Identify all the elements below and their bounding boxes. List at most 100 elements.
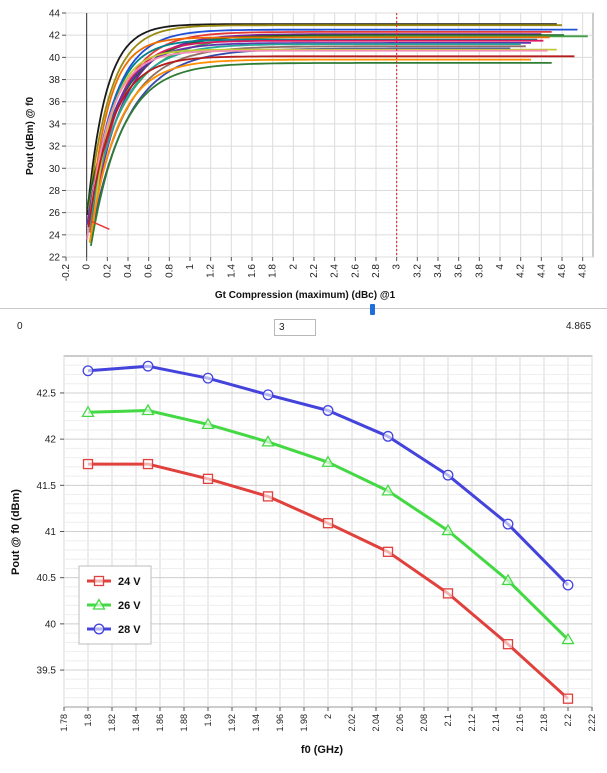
gt-compression-chart: -0.2 0 0.2 0.4 0.6 0.8 1 1.2 1.4 1.6 1.8 2 2.2 2.4 2.6… xyxy=(25,9,594,300)
bottom-data-point xyxy=(562,579,574,591)
top-series-line xyxy=(90,62,552,247)
bottom-x-tick-label: 1.88 xyxy=(179,714,189,732)
bottom-y-tick-label: 42 xyxy=(45,435,57,446)
bottom-x-tick-label: 2.06 xyxy=(395,714,405,732)
top-x-tick-label: 4.2 xyxy=(516,264,527,278)
bottom-data-point xyxy=(262,491,274,502)
bottom-x-tick-label: 2.14 xyxy=(491,714,501,732)
bottom-x-tick-label: 1.78 xyxy=(59,714,69,732)
top-x-tick-label: 4.4 xyxy=(536,264,547,278)
legend-label: 24 V xyxy=(118,576,141,588)
bottom-y-tick-label: 42.5 xyxy=(37,388,57,399)
bottom-data-point xyxy=(441,523,455,536)
top-x-tick-label: 1.8 xyxy=(268,264,279,278)
top-y-tick-label: 34 xyxy=(49,119,61,130)
bottom-data-point xyxy=(261,435,275,447)
bottom-x-tick-label: 2 xyxy=(323,714,333,719)
top-series-line xyxy=(87,55,575,228)
bottom-data-point xyxy=(321,455,335,467)
bottom-x-tick-label: 1.82 xyxy=(107,714,117,732)
bottom-x-tick-label: 2.12 xyxy=(467,714,477,732)
bottom-data-point xyxy=(142,458,154,470)
bottom-x-tick-label: 1.84 xyxy=(131,714,141,732)
top-x-tick-label: 1.4 xyxy=(226,264,237,278)
pout-vs-frequency-chart: 1.78 1.8 1.82 1.84 1.86 1.88 1.9 1.92 1.94 1.96 1.… xyxy=(10,355,597,756)
bottom-y-tick-label: 40.5 xyxy=(37,573,57,584)
top-x-tick-label: 0.4 xyxy=(123,264,134,278)
bottom-x-tick-label: 1.8 xyxy=(83,714,93,727)
top-x-tick-label: 1 xyxy=(185,264,196,270)
slider-min-label: 0 xyxy=(17,321,23,332)
bottom-x-tick-label: 2.04 xyxy=(371,714,381,732)
top-series-line xyxy=(86,49,548,240)
top-x-tick-label: 2.4 xyxy=(330,264,341,278)
bottom-data-point xyxy=(142,360,154,372)
top-plot-area xyxy=(65,12,594,258)
top-x-tick-label: 3.6 xyxy=(454,264,465,278)
bottom-data-point xyxy=(201,417,215,430)
top-series-line xyxy=(87,43,521,231)
top-y-tick-label: 42 xyxy=(49,31,61,42)
top-series-line xyxy=(88,36,550,226)
slider-track[interactable] xyxy=(0,308,607,309)
bottom-x-tick-label: 1.96 xyxy=(275,714,285,732)
top-x-tick-label: 3.8 xyxy=(474,264,485,278)
top-x-tick-label: 2 xyxy=(288,264,299,270)
top-x-tick-label: 0.8 xyxy=(164,264,175,278)
bottom-data-point xyxy=(202,372,214,384)
top-series-line xyxy=(87,24,562,211)
top-x-tick-label: -0.2 xyxy=(61,264,72,282)
bottom-data-point xyxy=(562,693,574,704)
top-series-line xyxy=(91,220,110,230)
top-series-line xyxy=(90,38,538,223)
top-x-tick-label: 2.8 xyxy=(371,264,382,278)
top-x-tick-label: 0.6 xyxy=(144,264,155,278)
bottom-data-point xyxy=(561,632,575,645)
slider-value-field[interactable]: 3 xyxy=(274,319,316,336)
top-series-line xyxy=(86,23,557,215)
top-x-tick-label: 3 xyxy=(392,264,403,270)
bottom-data-point xyxy=(82,458,94,470)
top-y-tick-label: 24 xyxy=(49,230,61,241)
bottom-data-point xyxy=(262,389,274,401)
top-series-line xyxy=(86,42,531,225)
top-y-tick-label: 44 xyxy=(49,9,61,20)
bottom-x-tick-label: 1.92 xyxy=(227,714,237,732)
bottom-y-tick-label: 41 xyxy=(45,527,57,538)
slider-thumb[interactable] xyxy=(370,304,375,315)
top-y-tick-label: 30 xyxy=(49,164,61,175)
legend-label: 28 V xyxy=(118,624,141,636)
legend-swatch-marker xyxy=(93,575,105,587)
top-x-tick-label: 4.6 xyxy=(557,264,568,278)
top-y-tick-label: 26 xyxy=(49,208,61,219)
bottom-data-point xyxy=(442,469,454,481)
bottom-data-point xyxy=(141,403,155,416)
bottom-data-point xyxy=(322,405,334,416)
bottom-data-point xyxy=(322,518,334,529)
bottom-data-point xyxy=(382,430,394,442)
top-x-tick-label: 2.2 xyxy=(309,264,320,278)
bottom-x-tick-label: 1.98 xyxy=(299,714,309,732)
bottom-data-point xyxy=(382,546,394,557)
top-series-line xyxy=(88,58,531,243)
bottom-y-tick-label: 39.5 xyxy=(37,666,57,677)
legend-swatch-marker xyxy=(92,598,106,610)
top-x-tick-label: 2.6 xyxy=(350,264,361,278)
bottom-x-tick-label: 2.1 xyxy=(443,714,453,727)
top-x-tick-label: 4.8 xyxy=(578,264,589,278)
bottom-y-axis-title: Pout @ f0 (dBm) xyxy=(10,489,22,575)
compression-slider[interactable]: 0 3 4.865 xyxy=(0,300,607,345)
top-x-axis-title: Gt Compression (maximum) (dBc) @1 xyxy=(215,290,396,300)
top-x-tick-label: 0.2 xyxy=(102,264,113,278)
top-x-tick-label: 1.2 xyxy=(206,264,217,278)
bottom-data-point xyxy=(502,518,514,530)
top-x-tick-label: 3.2 xyxy=(412,264,423,278)
bottom-data-point xyxy=(502,639,514,650)
bottom-x-tick-label: 2.22 xyxy=(587,714,597,732)
top-x-tick-label: 1.6 xyxy=(247,264,258,278)
top-y-tick-label: 36 xyxy=(49,97,61,108)
top-x-tick-label: 4 xyxy=(495,264,506,270)
top-y-tick-label: 38 xyxy=(49,75,61,86)
top-y-tick-label: 28 xyxy=(49,186,61,197)
top-x-tick-label: 0 xyxy=(82,264,93,270)
